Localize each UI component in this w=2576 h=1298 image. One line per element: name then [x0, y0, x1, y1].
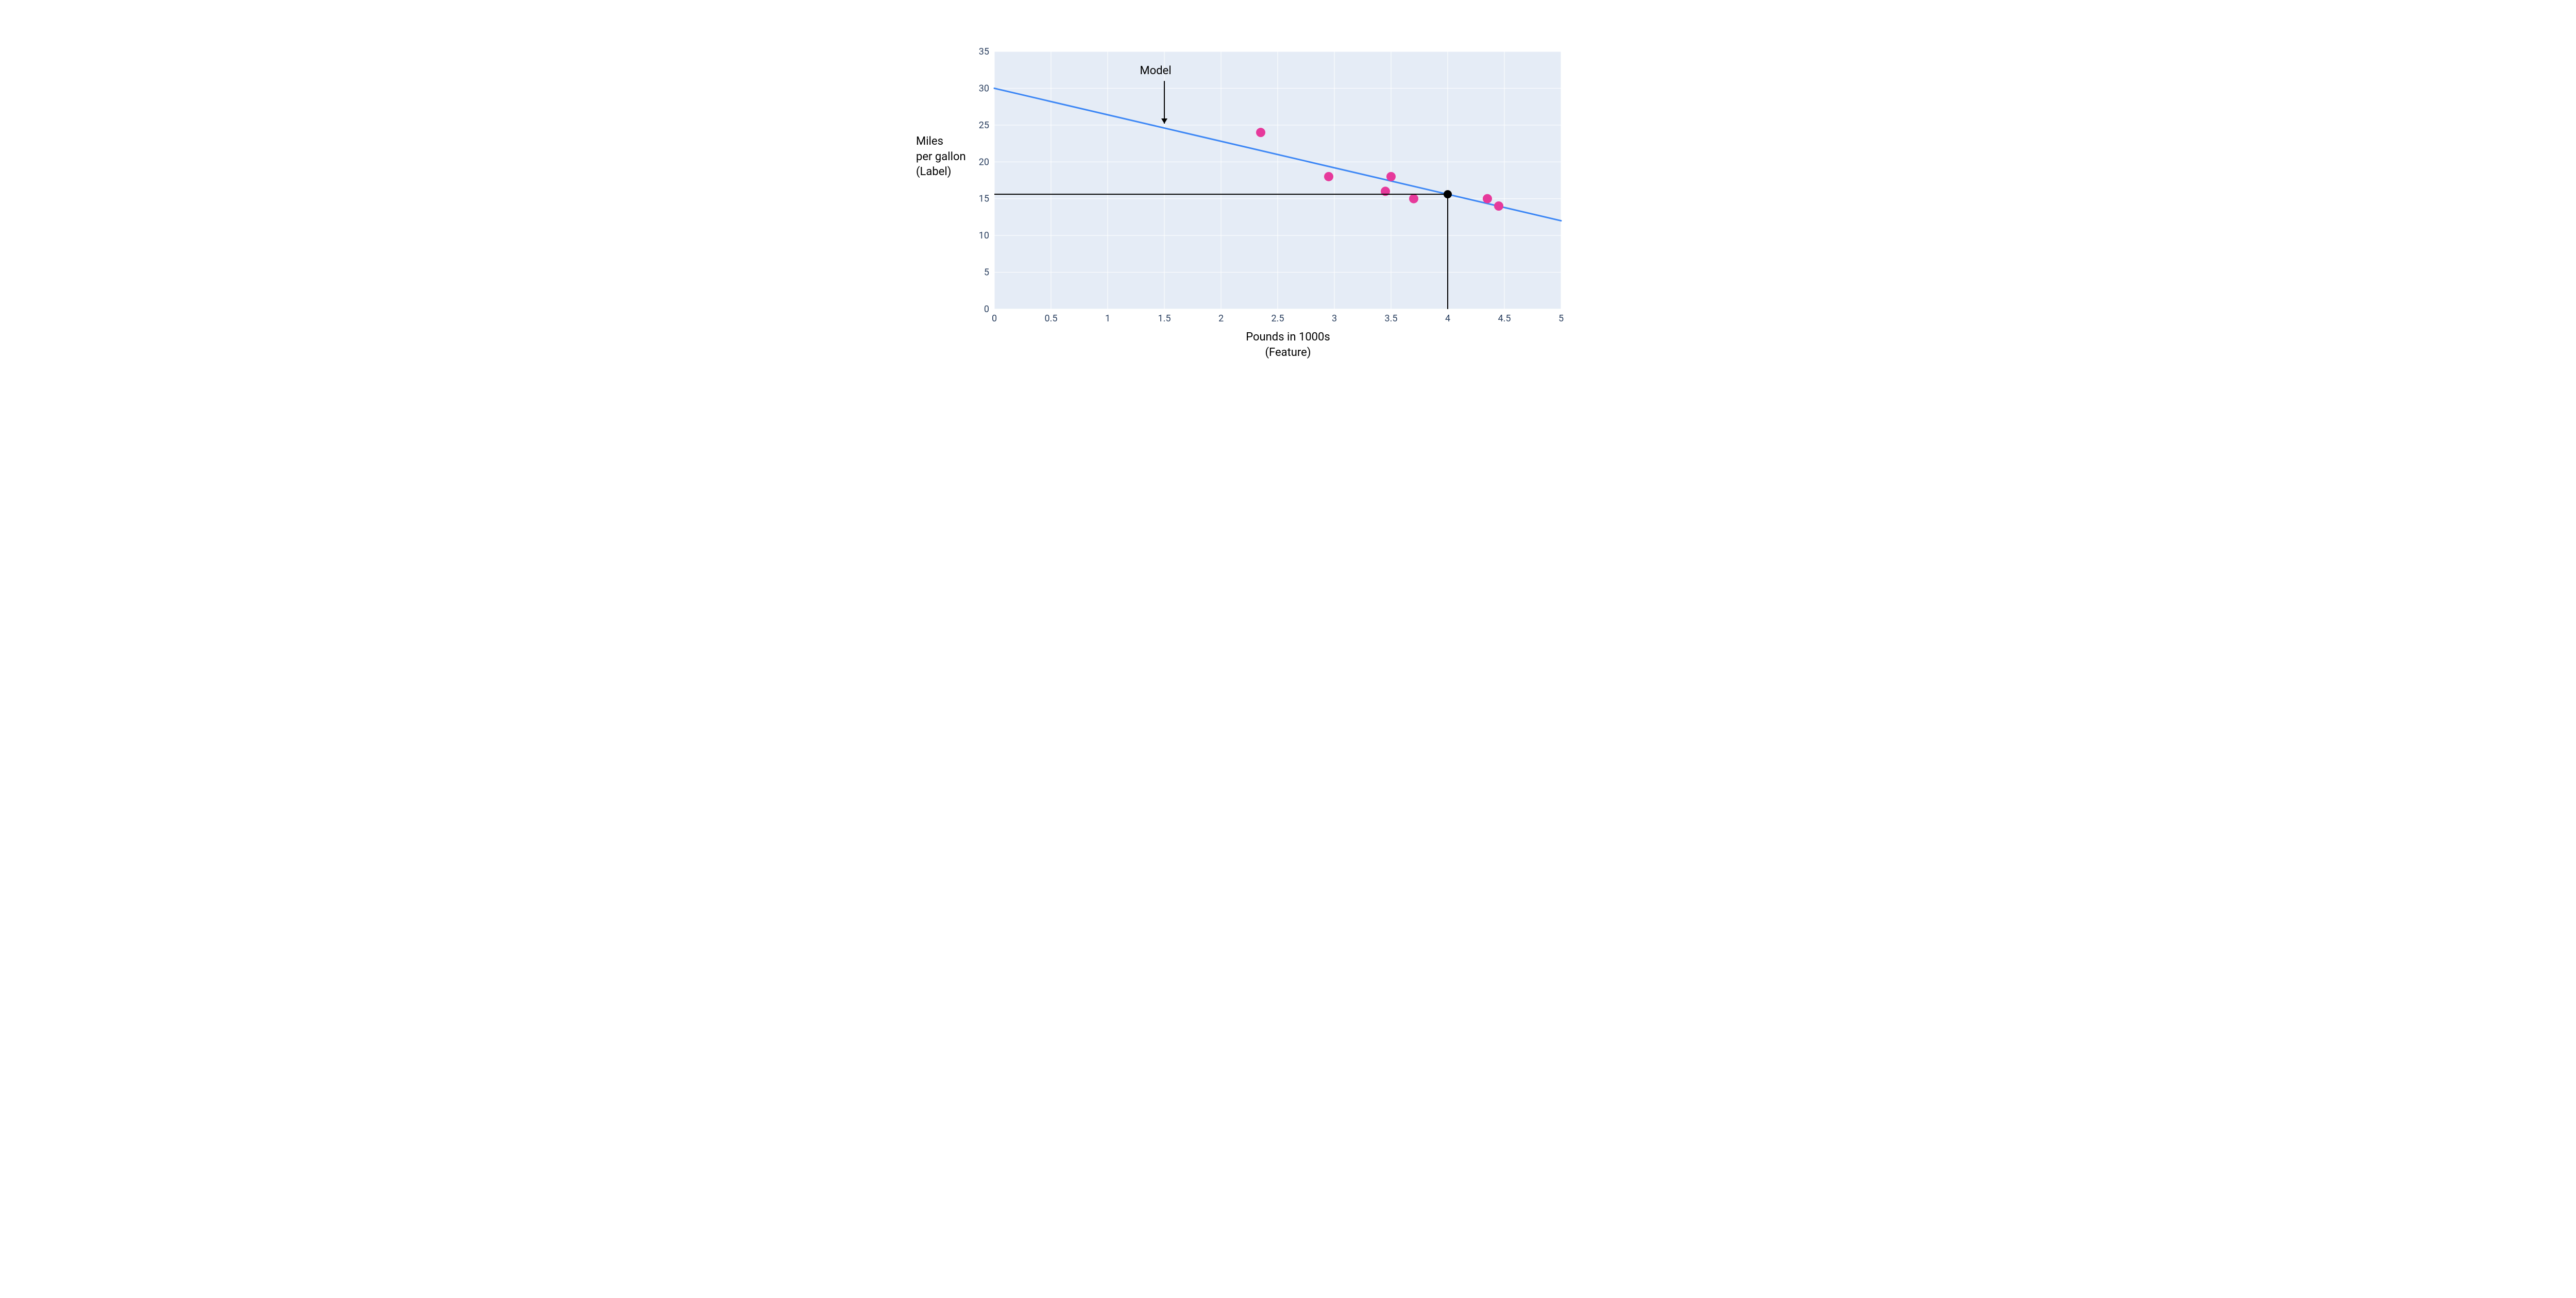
x-tick-label: 5 — [1558, 313, 1564, 324]
scatter-point — [1409, 194, 1418, 203]
scatter-point — [1386, 172, 1396, 181]
chart-page: 00.511.522.533.544.5505101520253035 Mile… — [891, 0, 1685, 397]
x-tick-label: 3 — [1332, 313, 1337, 324]
x-tick-label: 1.5 — [1158, 313, 1171, 324]
x-tick-label: 1 — [1105, 313, 1110, 324]
y-axis-label-line1: Miles — [916, 135, 943, 148]
y-axis-label: Miles per gallon (Label) — [916, 134, 983, 180]
x-tick-label: 0 — [992, 313, 997, 324]
prediction-point — [1444, 190, 1452, 198]
x-tick-label: 2 — [1218, 313, 1224, 324]
x-tick-label: 3.5 — [1385, 313, 1398, 324]
y-tick-label: 30 — [979, 83, 989, 94]
scatter-point — [1494, 201, 1503, 211]
model-annotation-text: Model — [1140, 64, 1171, 77]
chart-wrapper: 00.511.522.533.544.5505101520253035 Mile… — [891, 0, 1685, 397]
x-axis-label: Pounds in 1000s (Feature) — [891, 330, 1685, 360]
x-tick-label: 2.5 — [1272, 313, 1284, 324]
y-tick-label: 10 — [979, 230, 989, 241]
x-tick-label: 0.5 — [1045, 313, 1058, 324]
y-axis-label-line2: per gallon — [916, 150, 966, 163]
scatter-point — [1324, 172, 1333, 181]
y-axis-label-line3: (Label) — [916, 165, 951, 178]
y-tick-label: 0 — [984, 304, 989, 315]
x-tick-label: 4 — [1445, 313, 1450, 324]
x-axis-label-line1: Pounds in 1000s — [1246, 331, 1330, 344]
y-tick-label: 15 — [979, 194, 989, 204]
y-tick-label: 25 — [979, 120, 989, 131]
x-tick-label: 4.5 — [1498, 313, 1511, 324]
model-annotation-label: Model — [1140, 64, 1171, 77]
scatter-point — [1483, 194, 1492, 203]
y-tick-label: 5 — [984, 267, 989, 278]
y-tick-label: 35 — [979, 46, 989, 57]
scatter-point — [1256, 128, 1265, 137]
x-axis-label-line2: (Feature) — [1265, 346, 1311, 359]
